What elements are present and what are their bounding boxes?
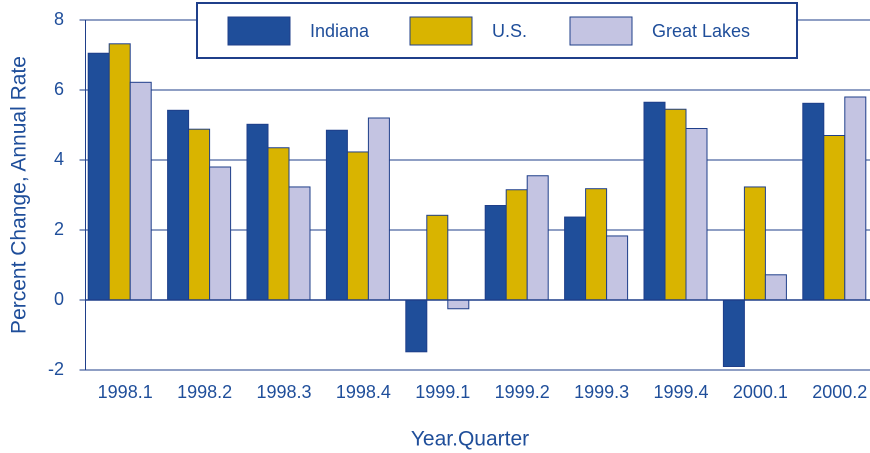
bar: [108, 43, 131, 301]
bar: [606, 235, 629, 301]
y-tick-label: 4: [54, 149, 64, 169]
bar: [288, 186, 311, 301]
bar: [87, 52, 110, 301]
y-tick-label: 6: [54, 79, 64, 99]
legend-swatch: [569, 16, 633, 46]
x-tick-label: 2000.1: [733, 382, 788, 402]
bar: [823, 135, 846, 301]
x-tick-label: 1998.4: [336, 382, 391, 402]
bar: [246, 123, 269, 301]
bar: [129, 81, 152, 301]
bar: [447, 299, 470, 310]
legend-swatch: [227, 16, 291, 46]
legend-label: Great Lakes: [652, 21, 750, 41]
bar: [405, 299, 428, 353]
y-axis-label: Percent Change, Annual Rate: [8, 56, 31, 334]
bar: [722, 299, 745, 367]
bar: [505, 189, 528, 301]
x-tick-label: 1999.4: [653, 382, 708, 402]
legend-swatch: [409, 16, 473, 46]
x-tick-label: 1998.3: [256, 382, 311, 402]
bar: [426, 214, 449, 301]
bar: [526, 175, 549, 301]
x-axis-label: Year.Quarter: [411, 428, 529, 451]
y-tick-label: 0: [54, 289, 64, 309]
bar: [802, 102, 825, 301]
legend-label: U.S.: [492, 21, 527, 41]
bar: [267, 147, 290, 301]
y-tick-label: 2: [54, 219, 64, 239]
bar: [484, 205, 507, 301]
x-tick-label: 1998.2: [177, 382, 232, 402]
bar: [209, 166, 232, 301]
bar: [188, 128, 211, 301]
bar: [564, 216, 587, 301]
bar: [346, 151, 369, 301]
bar: [685, 128, 708, 301]
bar: [367, 117, 390, 301]
bar: [664, 108, 687, 301]
bar: [585, 188, 608, 301]
x-tick-label: 1999.3: [574, 382, 629, 402]
x-tick-label: 2000.2: [812, 382, 867, 402]
x-tick-label: 1998.1: [98, 382, 153, 402]
bar: [743, 186, 766, 301]
bar: [167, 109, 190, 301]
bar: [844, 96, 867, 301]
x-tick-label: 1999.1: [415, 382, 470, 402]
y-tick-label: 8: [54, 9, 64, 29]
x-tick-label: 1999.2: [495, 382, 550, 402]
bar: [325, 129, 348, 301]
y-tick-label: -2: [48, 359, 64, 379]
bar: [764, 274, 787, 301]
bar: [643, 101, 666, 301]
legend-label: Indiana: [310, 21, 370, 41]
legend-box: [196, 2, 798, 59]
